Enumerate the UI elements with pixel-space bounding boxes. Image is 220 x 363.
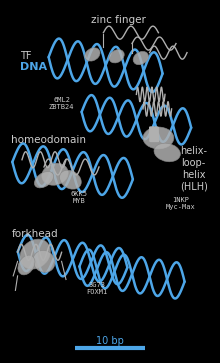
Text: helix-
loop-
helix
(HLH): helix- loop- helix (HLH)	[180, 146, 207, 191]
Ellipse shape	[143, 127, 174, 149]
Ellipse shape	[20, 239, 50, 269]
Ellipse shape	[85, 48, 100, 61]
Ellipse shape	[42, 163, 68, 185]
Ellipse shape	[133, 52, 148, 65]
Text: TF: TF	[20, 51, 31, 61]
Ellipse shape	[60, 170, 81, 189]
Text: 3G73
FOXM1: 3G73 FOXM1	[86, 282, 107, 295]
Ellipse shape	[154, 143, 180, 162]
Ellipse shape	[34, 171, 54, 188]
Ellipse shape	[18, 255, 35, 275]
Text: 1NKP
Myc-Max: 1NKP Myc-Max	[165, 197, 195, 210]
Text: DNA: DNA	[20, 62, 47, 72]
Text: 6ML2
ZBTB24: 6ML2 ZBTB24	[49, 97, 74, 110]
Text: 6KK5
MYB: 6KK5 MYB	[71, 191, 88, 204]
Text: forkhead: forkhead	[12, 229, 59, 239]
Text: 10 bp: 10 bp	[96, 336, 124, 346]
Ellipse shape	[109, 50, 124, 63]
Ellipse shape	[33, 250, 55, 272]
Text: zinc finger: zinc finger	[91, 15, 146, 25]
Text: homeodomain: homeodomain	[11, 135, 86, 145]
